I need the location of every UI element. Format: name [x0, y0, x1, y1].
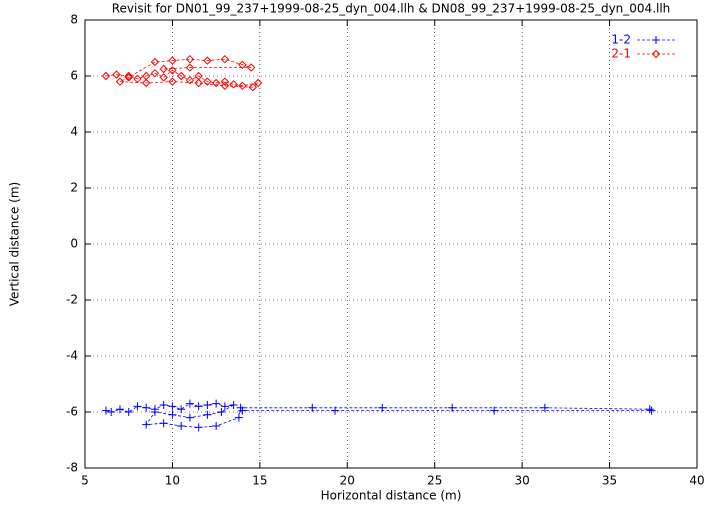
marker [141, 78, 151, 88]
x-axis-label: Horizontal distance (m) [321, 489, 462, 503]
marker [229, 80, 238, 89]
marker [142, 403, 151, 412]
x-tick-label: 25 [427, 474, 442, 488]
x-tick-label: 10 [165, 474, 180, 488]
x-tick-label: 40 [689, 474, 704, 488]
marker [203, 56, 212, 65]
marker [168, 402, 177, 411]
marker [645, 405, 654, 414]
marker [211, 78, 221, 88]
marker [194, 78, 203, 88]
marker [115, 77, 125, 86]
x-tick-label: 20 [340, 474, 355, 488]
marker [194, 402, 203, 411]
marker [203, 401, 212, 409]
marker [124, 73, 133, 82]
y-tick-label: 8 [70, 13, 78, 27]
y-tick-label: 2 [70, 181, 78, 195]
marker [150, 57, 160, 67]
marker [220, 81, 230, 91]
x-tick-label: 15 [252, 474, 267, 488]
marker [378, 403, 387, 412]
marker [142, 420, 151, 429]
x-tick-label: 35 [602, 474, 617, 488]
marker [331, 406, 340, 415]
marker [490, 406, 499, 415]
marker [133, 402, 142, 411]
marker [185, 413, 194, 422]
marker [234, 413, 243, 422]
marker [159, 401, 168, 409]
plot-frame [84, 19, 698, 469]
series-line [105, 58, 259, 88]
marker [124, 71, 133, 81]
marker [185, 63, 195, 72]
marker [159, 419, 168, 428]
marker [253, 78, 263, 88]
marker [220, 402, 229, 411]
y-tick-label: 6 [70, 69, 78, 83]
marker [246, 63, 256, 72]
marker [112, 70, 121, 79]
y-tick-label: -6 [66, 405, 78, 419]
y-tick-label: -2 [66, 293, 78, 307]
marker [540, 403, 549, 412]
y-tick-label: 0 [70, 237, 78, 251]
marker [101, 406, 110, 415]
marker [220, 54, 230, 64]
marker [229, 401, 238, 409]
marker [177, 422, 186, 430]
marker [238, 406, 247, 415]
marker [168, 77, 177, 86]
marker [168, 66, 177, 75]
legend-marker [651, 49, 661, 59]
y-tick-label: -8 [66, 461, 78, 475]
marker [107, 408, 116, 416]
marker [176, 71, 186, 81]
marker [448, 403, 457, 412]
marker [185, 75, 195, 85]
marker [101, 71, 111, 81]
marker [150, 68, 160, 78]
x-tick-label: 30 [515, 474, 530, 488]
legend-label: 2-1 [611, 47, 631, 61]
marker [248, 82, 258, 92]
marker [203, 77, 212, 86]
marker [177, 405, 186, 414]
marker [238, 60, 247, 70]
marker [308, 403, 317, 412]
y-tick-label: -4 [66, 349, 78, 363]
marker [185, 399, 194, 408]
x-tick-label: 5 [81, 474, 89, 488]
legend-marker [652, 36, 660, 44]
marker [150, 408, 159, 416]
marker [168, 56, 177, 65]
y-axis-label: Vertical distance (m) [8, 182, 22, 306]
legend-label: 1-2 [611, 33, 631, 47]
marker [159, 64, 168, 74]
chart-title: Revisit for DN01_99_237+1999-08-25_dyn_0… [112, 2, 671, 16]
marker [168, 410, 177, 419]
marker [203, 410, 212, 419]
marker [220, 77, 230, 86]
marker [238, 81, 247, 91]
marker [194, 423, 203, 432]
series-line [105, 403, 653, 428]
marker [133, 74, 142, 84]
marker [212, 399, 221, 408]
marker [124, 408, 133, 416]
marker [647, 406, 656, 415]
y-tick-label: 4 [70, 125, 78, 139]
marker [217, 408, 226, 416]
marker [212, 422, 221, 430]
marker [115, 405, 124, 414]
marker [159, 73, 168, 82]
marker [185, 54, 195, 64]
